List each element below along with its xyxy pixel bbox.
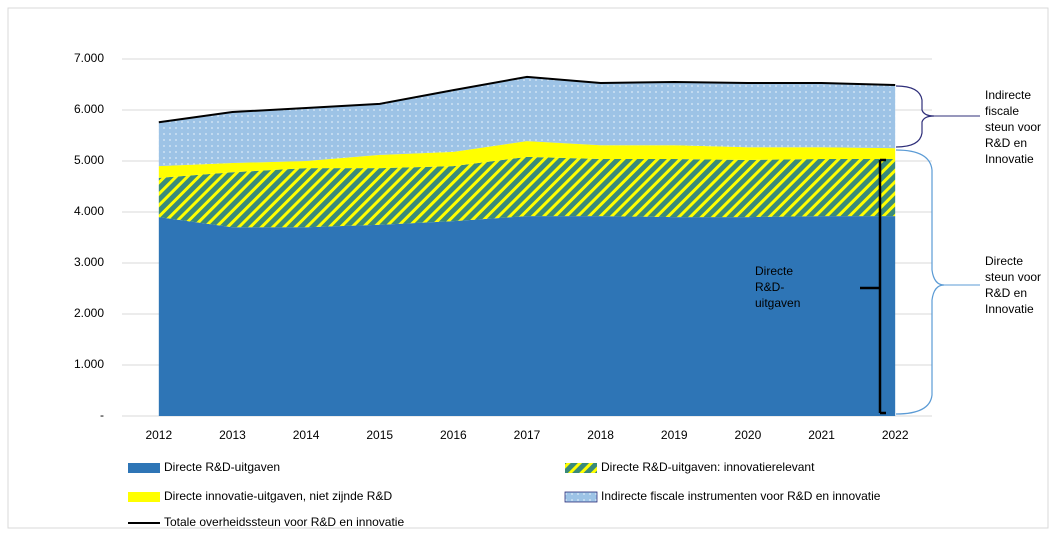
annotation: Innovatie <box>985 152 1034 166</box>
x-tick-label: 2018 <box>587 428 614 442</box>
y-tick-label: 4.000 <box>74 204 104 218</box>
total-line <box>158 75 896 124</box>
x-tick-label: 2015 <box>366 428 393 442</box>
x-tick-label: 2016 <box>440 428 467 442</box>
x-tick-label: 2012 <box>145 428 172 442</box>
x-tick-label: 2017 <box>514 428 541 442</box>
brace <box>895 85 935 148</box>
y-tick-label: 5.000 <box>74 153 104 167</box>
y-tick-label: 7.000 <box>74 51 104 65</box>
brace <box>895 149 945 415</box>
x-tick-label: 2022 <box>882 428 909 442</box>
annotation: Directe <box>755 264 793 278</box>
annotation: R&D en <box>985 286 1027 300</box>
annotation: Innovatie <box>985 302 1034 316</box>
legend-swatch <box>565 463 597 473</box>
annotation: Indirecte <box>985 88 1031 102</box>
x-tick-label: 2021 <box>808 428 835 442</box>
chart-border <box>7 7 1049 529</box>
legend-swatch <box>564 491 598 503</box>
x-tick-label: 2014 <box>293 428 320 442</box>
annotation: Directe <box>985 254 1023 268</box>
x-tick-label: 2019 <box>661 428 688 442</box>
legend-swatch <box>128 463 160 473</box>
legend-label: Indirecte fiscale instrumenten voor R&D … <box>601 489 881 503</box>
x-tick-label: 2013 <box>219 428 246 442</box>
y-tick-label: - <box>100 408 104 422</box>
area <box>158 76 896 167</box>
annotation: fiscale <box>985 104 1019 118</box>
legend-swatch <box>128 492 160 502</box>
legend-label: Directe innovatie-uitgaven, niet zijnde … <box>164 489 392 503</box>
x-tick-label: 2020 <box>735 428 762 442</box>
y-tick-label: 3.000 <box>74 255 104 269</box>
legend-label: Directe R&D-uitgaven <box>164 460 280 474</box>
annotation: R&D en <box>985 136 1027 150</box>
y-tick-label: 1.000 <box>74 357 104 371</box>
annotation: R&D- <box>755 280 784 294</box>
annotation: uitgaven <box>755 296 800 310</box>
area <box>158 141 896 178</box>
legend-label: Totale overheidssteun voor R&D en innova… <box>164 515 404 529</box>
bracket <box>860 158 886 415</box>
y-tick-label: 2.000 <box>74 306 104 320</box>
area <box>158 216 896 416</box>
area <box>158 156 896 228</box>
annotation: steun voor <box>985 270 1041 284</box>
legend-label: Directe R&D-uitgaven: innovatierelevant <box>601 460 815 474</box>
annotation: steun voor <box>985 120 1041 134</box>
y-tick-label: 6.000 <box>74 102 104 116</box>
